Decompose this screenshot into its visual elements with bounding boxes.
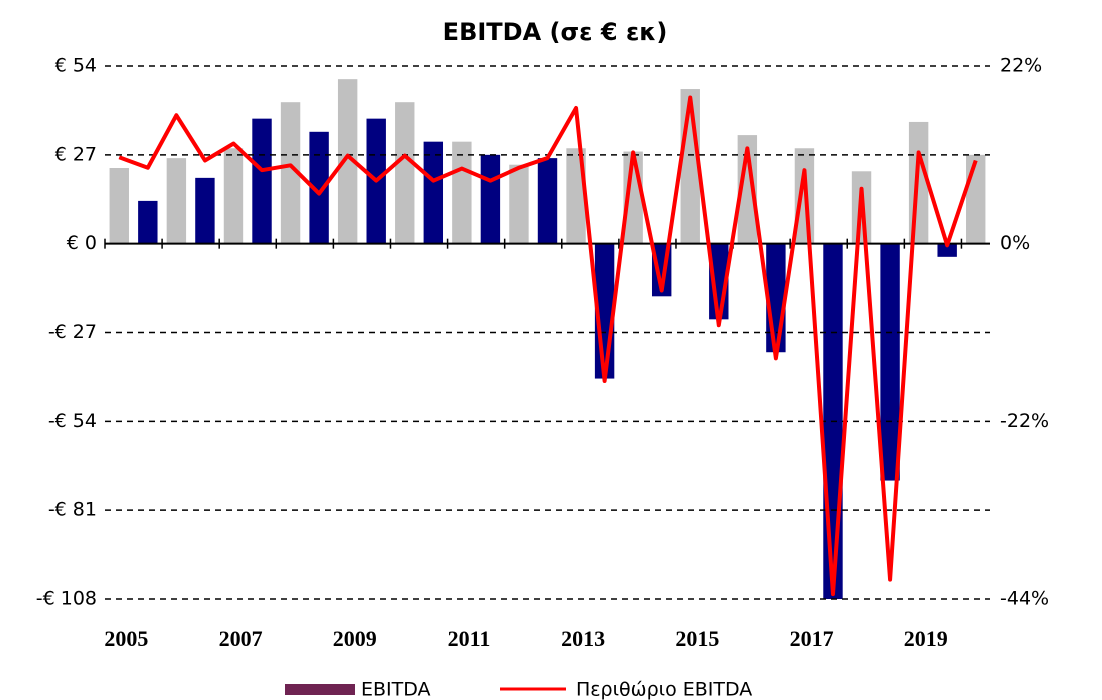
bar [195, 177, 215, 244]
bar [966, 154, 986, 244]
legend-label: Περιθώριο EBITDA [576, 679, 752, 700]
legend-swatch [285, 684, 355, 695]
x-tick-label: 2019 [904, 626, 948, 651]
y2-tick-label: -22% [1000, 410, 1049, 432]
bar [223, 148, 244, 244]
y-tick-label: -€ 27 [48, 321, 97, 343]
bar [309, 131, 329, 244]
bar [138, 200, 158, 244]
y-tick-label: -€ 81 [48, 499, 97, 521]
bar [937, 243, 957, 257]
x-tick-label: 2007 [219, 626, 263, 651]
bar [166, 158, 187, 244]
y2-tick-label: 0% [1000, 232, 1030, 254]
y-tick-label: -€ 54 [48, 410, 97, 432]
bar [880, 243, 900, 481]
x-tick-label: 2013 [561, 626, 605, 651]
bar [509, 164, 529, 244]
x-tick-label: 2009 [333, 626, 377, 651]
y-tick-label: € 27 [55, 143, 97, 165]
bar [252, 118, 272, 244]
chart-title: EBITDA (σε € εκ) [443, 18, 668, 46]
bar [423, 141, 444, 244]
bar [737, 135, 758, 244]
bar [395, 102, 415, 244]
bar [280, 102, 301, 244]
y2-tick-label: 22% [1000, 55, 1042, 77]
bar [109, 167, 129, 244]
y2-tick-label: -44% [1000, 588, 1049, 610]
x-tick-label: 2011 [448, 626, 491, 651]
bar [480, 154, 501, 244]
bar [537, 158, 558, 244]
line-series [118, 95, 978, 597]
bar [452, 141, 472, 244]
x-tick-label: 2017 [790, 626, 834, 651]
y-tick-label: -€ 108 [36, 588, 97, 610]
y-tick-label: € 0 [67, 232, 97, 254]
y-tick-label: € 54 [55, 55, 97, 77]
x-tick-label: 2005 [104, 626, 148, 651]
legend-label: EBITDA [361, 679, 431, 700]
bar [337, 79, 358, 244]
x-tick-label: 2015 [675, 626, 719, 651]
